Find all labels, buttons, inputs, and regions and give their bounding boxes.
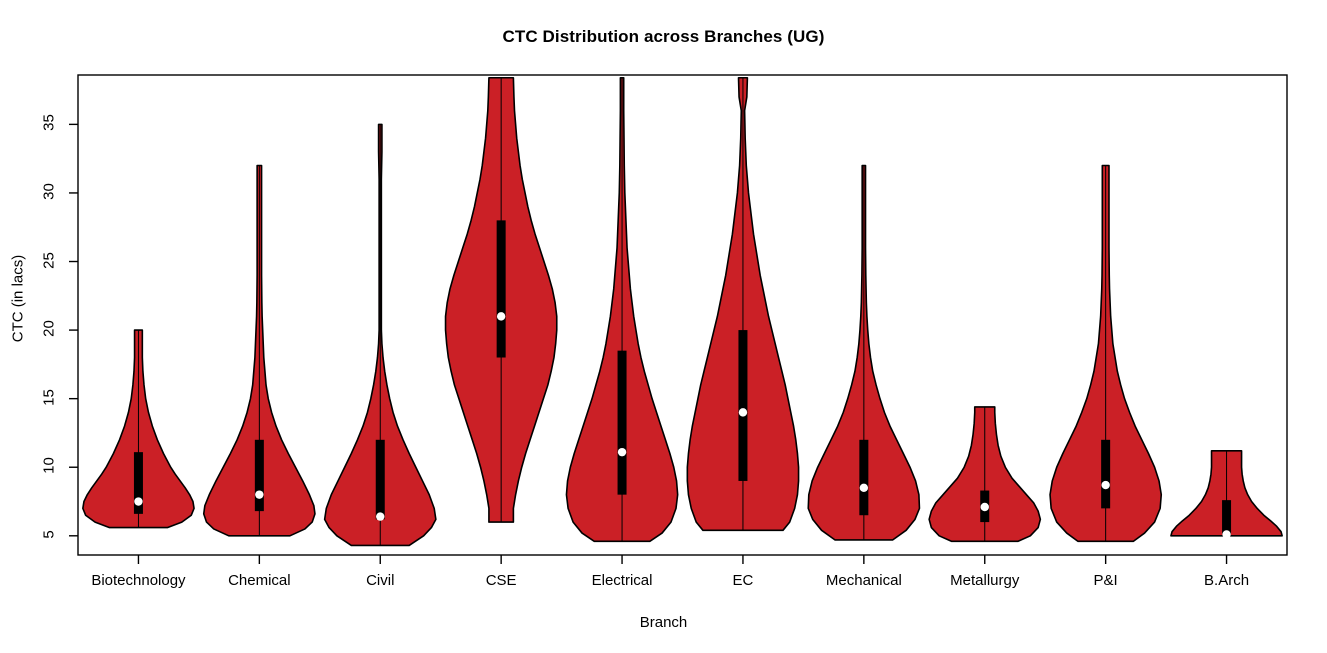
violin-civil bbox=[323, 123, 437, 547]
x-tick-label-b-arch: B.Arch bbox=[1204, 572, 1250, 589]
median-point bbox=[1222, 530, 1231, 539]
violin-cse bbox=[444, 76, 558, 523]
violin-p-i bbox=[1049, 164, 1163, 543]
iqr-box bbox=[133, 452, 143, 514]
violin-mechanical bbox=[807, 164, 921, 541]
x-tick-label-p-i: P&I bbox=[1093, 572, 1118, 589]
y-tick-label: 20 bbox=[40, 320, 58, 337]
iqr-box bbox=[859, 439, 869, 516]
x-tick-label-chemical: Chemical bbox=[228, 572, 291, 589]
iqr-box bbox=[254, 439, 264, 512]
median-point bbox=[617, 447, 627, 457]
violin-biotechnology bbox=[82, 329, 195, 529]
iqr-box bbox=[738, 330, 748, 481]
chart-title: CTC Distribution across Branches (UG) bbox=[502, 27, 825, 46]
violin-chemical bbox=[202, 164, 316, 537]
median-point bbox=[859, 483, 869, 492]
y-tick-label: 5 bbox=[40, 530, 58, 539]
iqr-box bbox=[496, 220, 506, 358]
plot-frame bbox=[77, 74, 1288, 556]
median-point bbox=[980, 502, 989, 512]
x-tick-label-civil: Civil bbox=[366, 572, 395, 589]
x-tick-label-biotechnology: Biotechnology bbox=[91, 572, 186, 589]
iqr-box bbox=[617, 350, 627, 495]
violin-ec bbox=[686, 76, 800, 532]
axes-group bbox=[69, 74, 1288, 564]
y-tick-label: 35 bbox=[40, 114, 58, 132]
y-tick-label: 15 bbox=[40, 388, 58, 406]
median-point bbox=[376, 512, 385, 521]
median-point bbox=[1101, 480, 1110, 490]
y-tick-label: 30 bbox=[40, 183, 58, 200]
iqr-box bbox=[1222, 500, 1232, 535]
y-tick-label: 10 bbox=[40, 457, 58, 475]
violin-metallurgy bbox=[928, 406, 1042, 543]
x-tick-label-electrical: Electrical bbox=[591, 572, 653, 589]
violin-b-arch bbox=[1170, 449, 1283, 539]
x-tick-label-ec: EC bbox=[732, 572, 754, 589]
median-point bbox=[496, 312, 506, 321]
x-axis-title: Branch bbox=[639, 614, 688, 631]
median-point bbox=[738, 408, 748, 417]
median-point bbox=[134, 497, 143, 506]
iqr-box bbox=[375, 439, 385, 520]
violins-group bbox=[82, 76, 1283, 547]
median-point bbox=[255, 490, 264, 499]
x-tick-label-metallurgy: Metallurgy bbox=[950, 572, 1020, 589]
iqr-box bbox=[1101, 439, 1111, 509]
violin-electrical bbox=[565, 76, 679, 543]
x-tick-label-cse: CSE bbox=[485, 572, 517, 589]
x-tick-label-mechanical: Mechanical bbox=[825, 572, 902, 589]
y-tick-label: 25 bbox=[40, 251, 58, 269]
